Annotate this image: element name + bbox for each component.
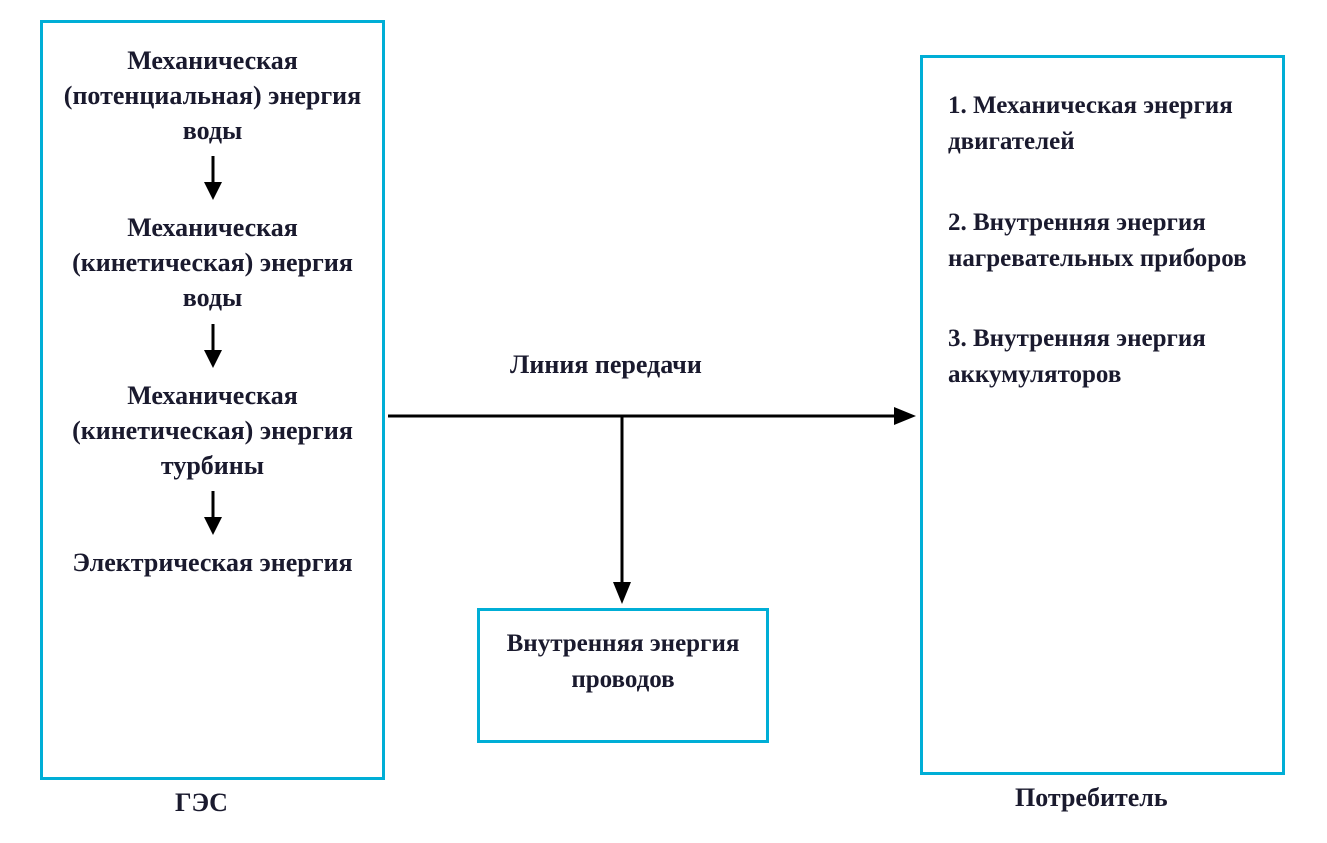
- stage-4: Электрическая энергия: [58, 545, 367, 580]
- consumer-item-1: 1. Механическая энергия двигателей: [948, 88, 1257, 161]
- item-number: 2.: [948, 209, 967, 236]
- item-text: Внутренняя энергия нагревательных прибор…: [948, 209, 1247, 272]
- left-box-ges: Механическая (потенциальная) энергия вод…: [40, 20, 385, 780]
- stage-3: Механическая (кинетическая) энергия турб…: [58, 378, 367, 483]
- arrow-down-icon: [198, 489, 228, 537]
- right-box-consumer: 1. Механическая энергия двигателей 2. Вн…: [920, 55, 1285, 775]
- consumer-item-2: 2. Внутренняя энергия нагревательных при…: [948, 205, 1257, 278]
- transmission-label: Линия передачи: [510, 350, 702, 380]
- item-text: Механическая энергия двигателей: [948, 92, 1233, 155]
- middle-box-wires: Внутренняя энергия проводов: [477, 608, 769, 743]
- left-box-caption: ГЭС: [175, 788, 228, 818]
- arrow-down-icon: [198, 154, 228, 202]
- arrow-down-icon: [198, 322, 228, 370]
- stage-1: Механическая (потенциальная) энергия вод…: [58, 43, 367, 148]
- item-number: 3.: [948, 325, 967, 352]
- middle-box-text: Внутренняя энергия проводов: [500, 626, 746, 699]
- item-number: 1.: [948, 92, 967, 119]
- right-box-caption: Потребитель: [1015, 783, 1168, 813]
- consumer-item-3: 3. Внутренняя энергия аккумуляторов: [948, 321, 1257, 394]
- item-text: Внутренняя энергия аккумуляторов: [948, 325, 1206, 388]
- stage-2: Механическая (кинетическая) энергия воды: [58, 210, 367, 315]
